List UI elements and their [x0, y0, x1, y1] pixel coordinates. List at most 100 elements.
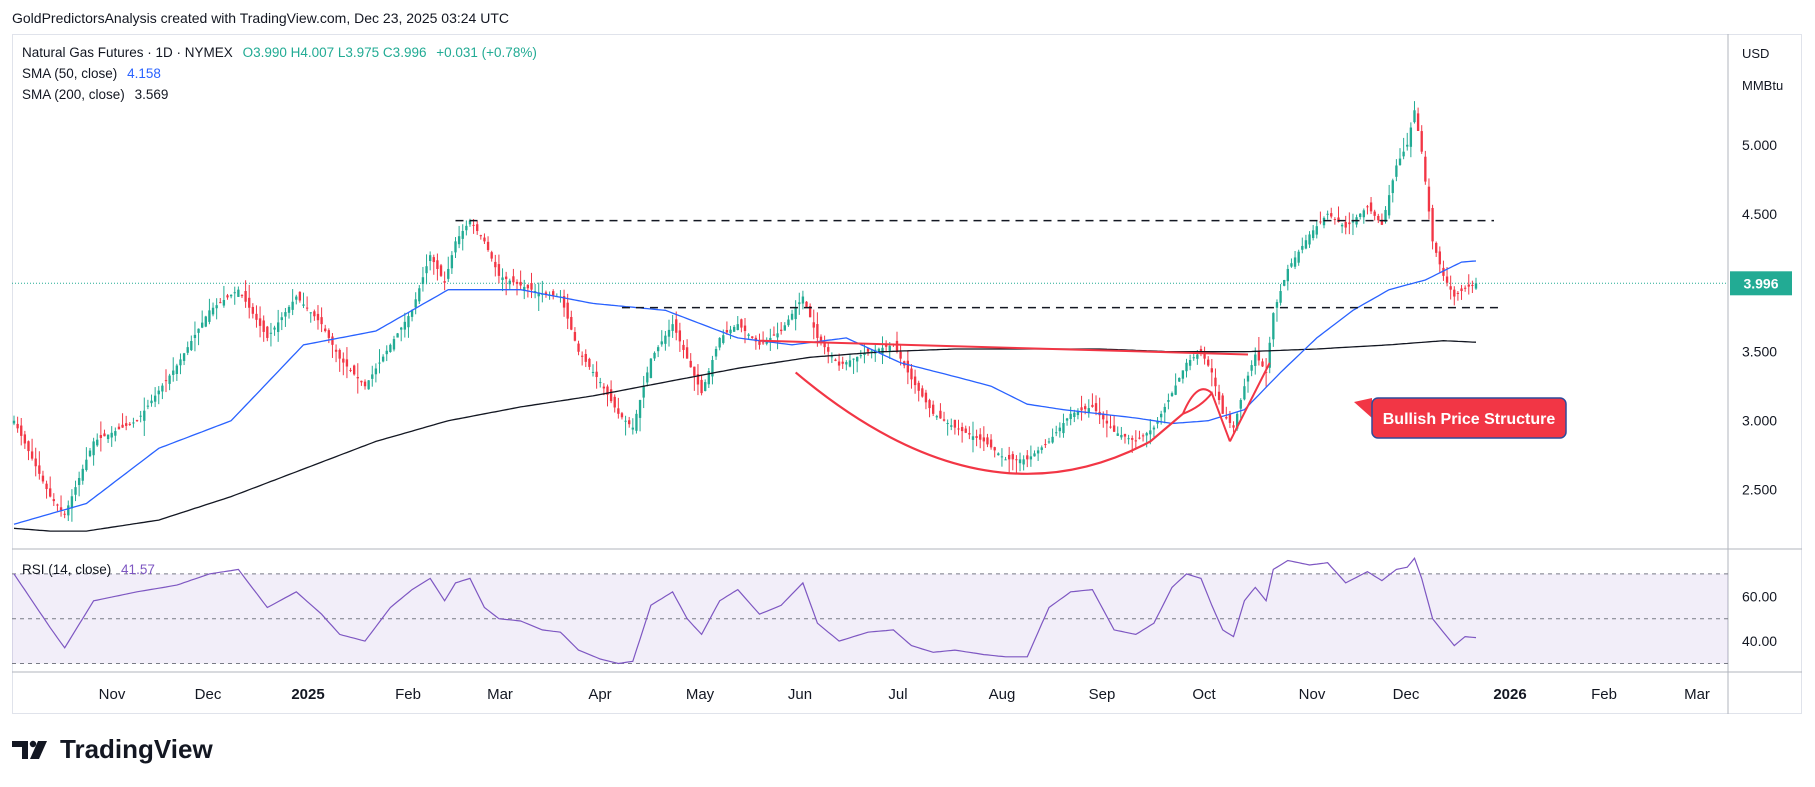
- candle-body: [1272, 313, 1275, 340]
- legend-symbol-row: Natural Gas Futures · 1D · NYMEX O3.990 …: [22, 45, 537, 60]
- candle-body: [1131, 438, 1134, 440]
- candle-body: [816, 324, 819, 338]
- candle-body: [222, 300, 226, 306]
- candle-body: [819, 336, 823, 343]
- candle-body: [932, 404, 935, 414]
- candle-body: [179, 359, 182, 366]
- candle-body: [164, 380, 168, 382]
- candle-body: [950, 425, 953, 427]
- candle-body: [1471, 284, 1474, 286]
- candle-body: [182, 353, 186, 361]
- candle-body: [12, 420, 16, 424]
- sma200-value: 3.569: [134, 87, 169, 102]
- candle-body: [1008, 454, 1011, 460]
- candle-body: [577, 343, 580, 352]
- candle-body: [504, 276, 508, 280]
- candle-body: [570, 316, 573, 330]
- candle-body: [291, 301, 294, 310]
- candle-body: [924, 392, 928, 403]
- candle-body: [277, 322, 280, 332]
- candle-body: [776, 333, 779, 338]
- candle-body: [1344, 222, 1347, 228]
- candle-body: [617, 408, 620, 414]
- candle-body: [1239, 400, 1242, 409]
- candle-body: [1384, 209, 1387, 222]
- candle-body: [1188, 360, 1192, 366]
- candle-body: [939, 410, 942, 419]
- candle-body: [385, 350, 388, 355]
- candle-body: [1203, 352, 1206, 359]
- candle-body: [16, 423, 19, 429]
- candle-body: [957, 428, 960, 430]
- candle-body: [1369, 202, 1373, 212]
- candle-body: [1319, 221, 1322, 223]
- candle-body: [1036, 450, 1040, 454]
- candle-body: [486, 241, 490, 250]
- candle-body: [392, 339, 396, 350]
- candle-body: [989, 439, 993, 448]
- candle-body: [244, 291, 247, 302]
- candle-body: [1217, 391, 1221, 401]
- sma50-label: SMA (50, close): [22, 66, 118, 81]
- candle-body: [443, 281, 446, 283]
- candle-body: [968, 433, 971, 435]
- last-price-label: 3.996: [1743, 275, 1778, 291]
- candle-body: [1424, 156, 1427, 182]
- candle-body: [1301, 245, 1304, 250]
- header-attribution: GoldPredictorsAnalysis created with Trad…: [12, 10, 509, 26]
- candle-body: [52, 499, 55, 502]
- candle-body: [812, 322, 815, 328]
- candle-body: [1427, 186, 1431, 212]
- tradingview-logo-icon: [12, 740, 47, 759]
- candle-body: [848, 360, 852, 367]
- candle-body: [881, 347, 884, 354]
- candle-body: [229, 294, 233, 297]
- candle-body: [410, 310, 414, 317]
- candle-body: [34, 458, 37, 467]
- candle-body: [1163, 406, 1166, 413]
- candle-body: [512, 276, 515, 283]
- candle-body: [975, 436, 978, 438]
- candle-body: [606, 386, 609, 395]
- candle-body: [1351, 220, 1355, 223]
- candle-body: [38, 465, 41, 474]
- candle-body: [787, 319, 790, 326]
- legend-sma200-row: SMA (200, close) 3.569: [22, 87, 168, 102]
- candle-body: [334, 349, 338, 352]
- candle-body: [1311, 230, 1315, 239]
- candle-body: [863, 353, 866, 356]
- candle-body: [798, 302, 801, 305]
- candle-body: [248, 297, 251, 308]
- candle-body: [1192, 357, 1195, 359]
- candle-body: [1304, 240, 1308, 249]
- candle-body: [685, 347, 689, 359]
- time-tick-label: Mar: [487, 686, 513, 703]
- candle-body: [461, 231, 464, 239]
- candle-body: [121, 424, 124, 428]
- candles: [12, 101, 1478, 522]
- candle-body: [258, 318, 262, 326]
- candle-body: [479, 235, 482, 237]
- candle-body: [986, 437, 989, 445]
- candle-body: [722, 335, 725, 343]
- chart-panel[interactable]: [12, 34, 1802, 714]
- candle-body: [302, 304, 305, 306]
- candle-body: [284, 312, 287, 317]
- currency-label[interactable]: USD: [1742, 46, 1770, 61]
- candle-body: [81, 468, 84, 481]
- unit-label[interactable]: MMBtu: [1742, 78, 1784, 93]
- candle-body: [588, 358, 591, 367]
- sma200-label: SMA (200, close): [22, 87, 125, 102]
- candle-body: [653, 352, 656, 359]
- candle-body: [1297, 251, 1300, 263]
- candle-body: [866, 348, 870, 352]
- tradingview-brand[interactable]: TradingView: [12, 734, 213, 765]
- candle-body: [450, 255, 454, 269]
- candle-body: [642, 386, 645, 398]
- candle-body: [523, 286, 526, 291]
- candle-body: [1333, 219, 1337, 221]
- candle-body: [888, 345, 891, 351]
- candle-body: [1210, 368, 1213, 373]
- candle-body: [1004, 459, 1007, 461]
